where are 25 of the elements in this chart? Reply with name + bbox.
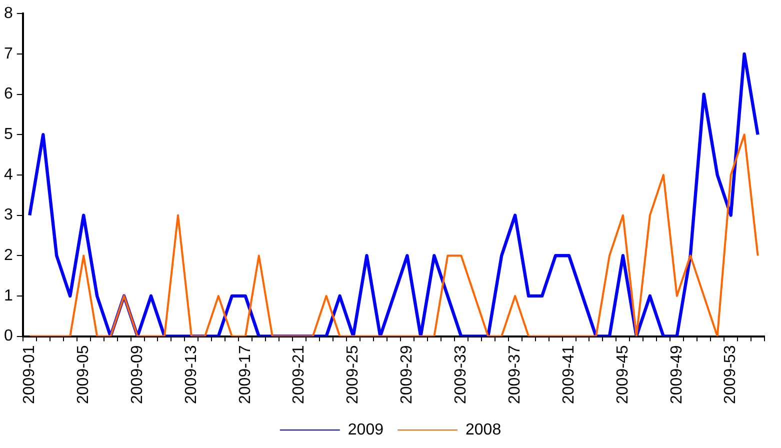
y-tick-label: 8	[4, 5, 13, 22]
x-tick-label: 2009-17	[236, 345, 254, 404]
x-tick-label: 2009-05	[74, 345, 92, 404]
x-tick-label: 2009-25	[344, 345, 362, 404]
x-tick-label: 2009-33	[452, 345, 470, 404]
y-tick-label: 6	[4, 86, 13, 103]
x-tick-label: 2009-21	[290, 345, 308, 404]
x-tick-label: 2009-37	[506, 345, 524, 404]
x-tick-label: 2009-09	[128, 345, 146, 404]
y-tick-label: 1	[4, 287, 13, 304]
y-tick-label: 2	[4, 247, 13, 264]
x-tick-label: 2009-53	[722, 345, 740, 404]
x-tick-label: 2009-01	[21, 345, 38, 404]
x-tick-label: 2009-45	[614, 345, 632, 404]
x-tick-label: 2009-41	[560, 345, 578, 404]
x-tick-label: 2009-29	[398, 345, 416, 404]
legend-label: 2008	[466, 421, 502, 438]
y-tick-label: 3	[4, 206, 13, 224]
x-tick-label: 2009-49	[668, 345, 686, 404]
y-tick-label: 5	[4, 126, 13, 144]
y-tick-label: 0	[4, 328, 13, 345]
legend-label: 2009	[348, 421, 384, 438]
y-tick-label: 4	[4, 166, 13, 184]
x-tick-label: 2009-13	[182, 345, 200, 404]
y-tick-label: 7	[4, 45, 13, 62]
